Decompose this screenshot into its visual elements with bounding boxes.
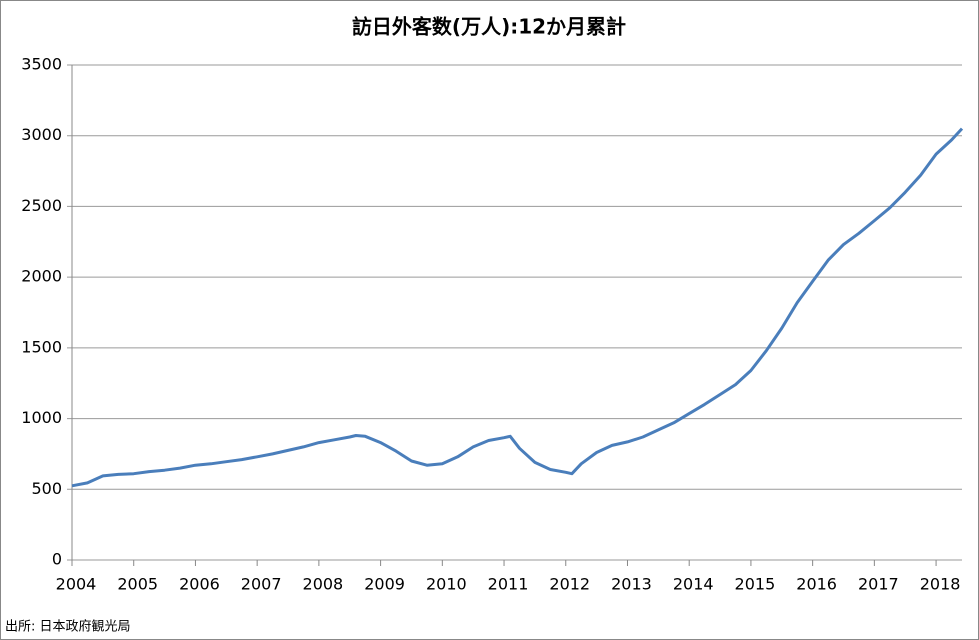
x-tick-label: 2012 bbox=[549, 575, 590, 594]
x-tick-label: 2017 bbox=[858, 575, 899, 594]
y-tick-label: 2500 bbox=[21, 196, 62, 215]
y-tick-label: 1000 bbox=[21, 408, 62, 427]
series-line bbox=[71, 127, 964, 488]
x-tick-label: 2010 bbox=[426, 575, 467, 594]
x-tick-label: 2007 bbox=[241, 575, 282, 594]
source-note: 出所: 日本政府観光局 bbox=[5, 620, 131, 635]
x-tick-label: 2018 bbox=[920, 575, 961, 594]
x-tick-label: 2011 bbox=[488, 575, 529, 594]
y-tick-label: 2000 bbox=[21, 267, 62, 286]
chart-title: 訪日外客数(万人):12か月累計 bbox=[352, 15, 626, 39]
y-tick-label: 1500 bbox=[21, 337, 62, 356]
y-tick-label: 0 bbox=[52, 550, 62, 569]
x-tick-label: 2016 bbox=[796, 575, 837, 594]
y-tick-label: 500 bbox=[31, 479, 62, 498]
x-tick-label: 2008 bbox=[303, 575, 344, 594]
x-tick-label: 2015 bbox=[735, 575, 776, 594]
x-tick-label: 2009 bbox=[364, 575, 405, 594]
y-tick-label: 3500 bbox=[21, 55, 62, 74]
x-tick-label: 2014 bbox=[673, 575, 714, 594]
x-tick-label: 2013 bbox=[611, 575, 652, 594]
x-tick-label: 2006 bbox=[179, 575, 220, 594]
y-tick-label: 3000 bbox=[21, 125, 62, 144]
x-tick-label: 2005 bbox=[117, 575, 158, 594]
x-tick-label: 2004 bbox=[56, 575, 97, 594]
